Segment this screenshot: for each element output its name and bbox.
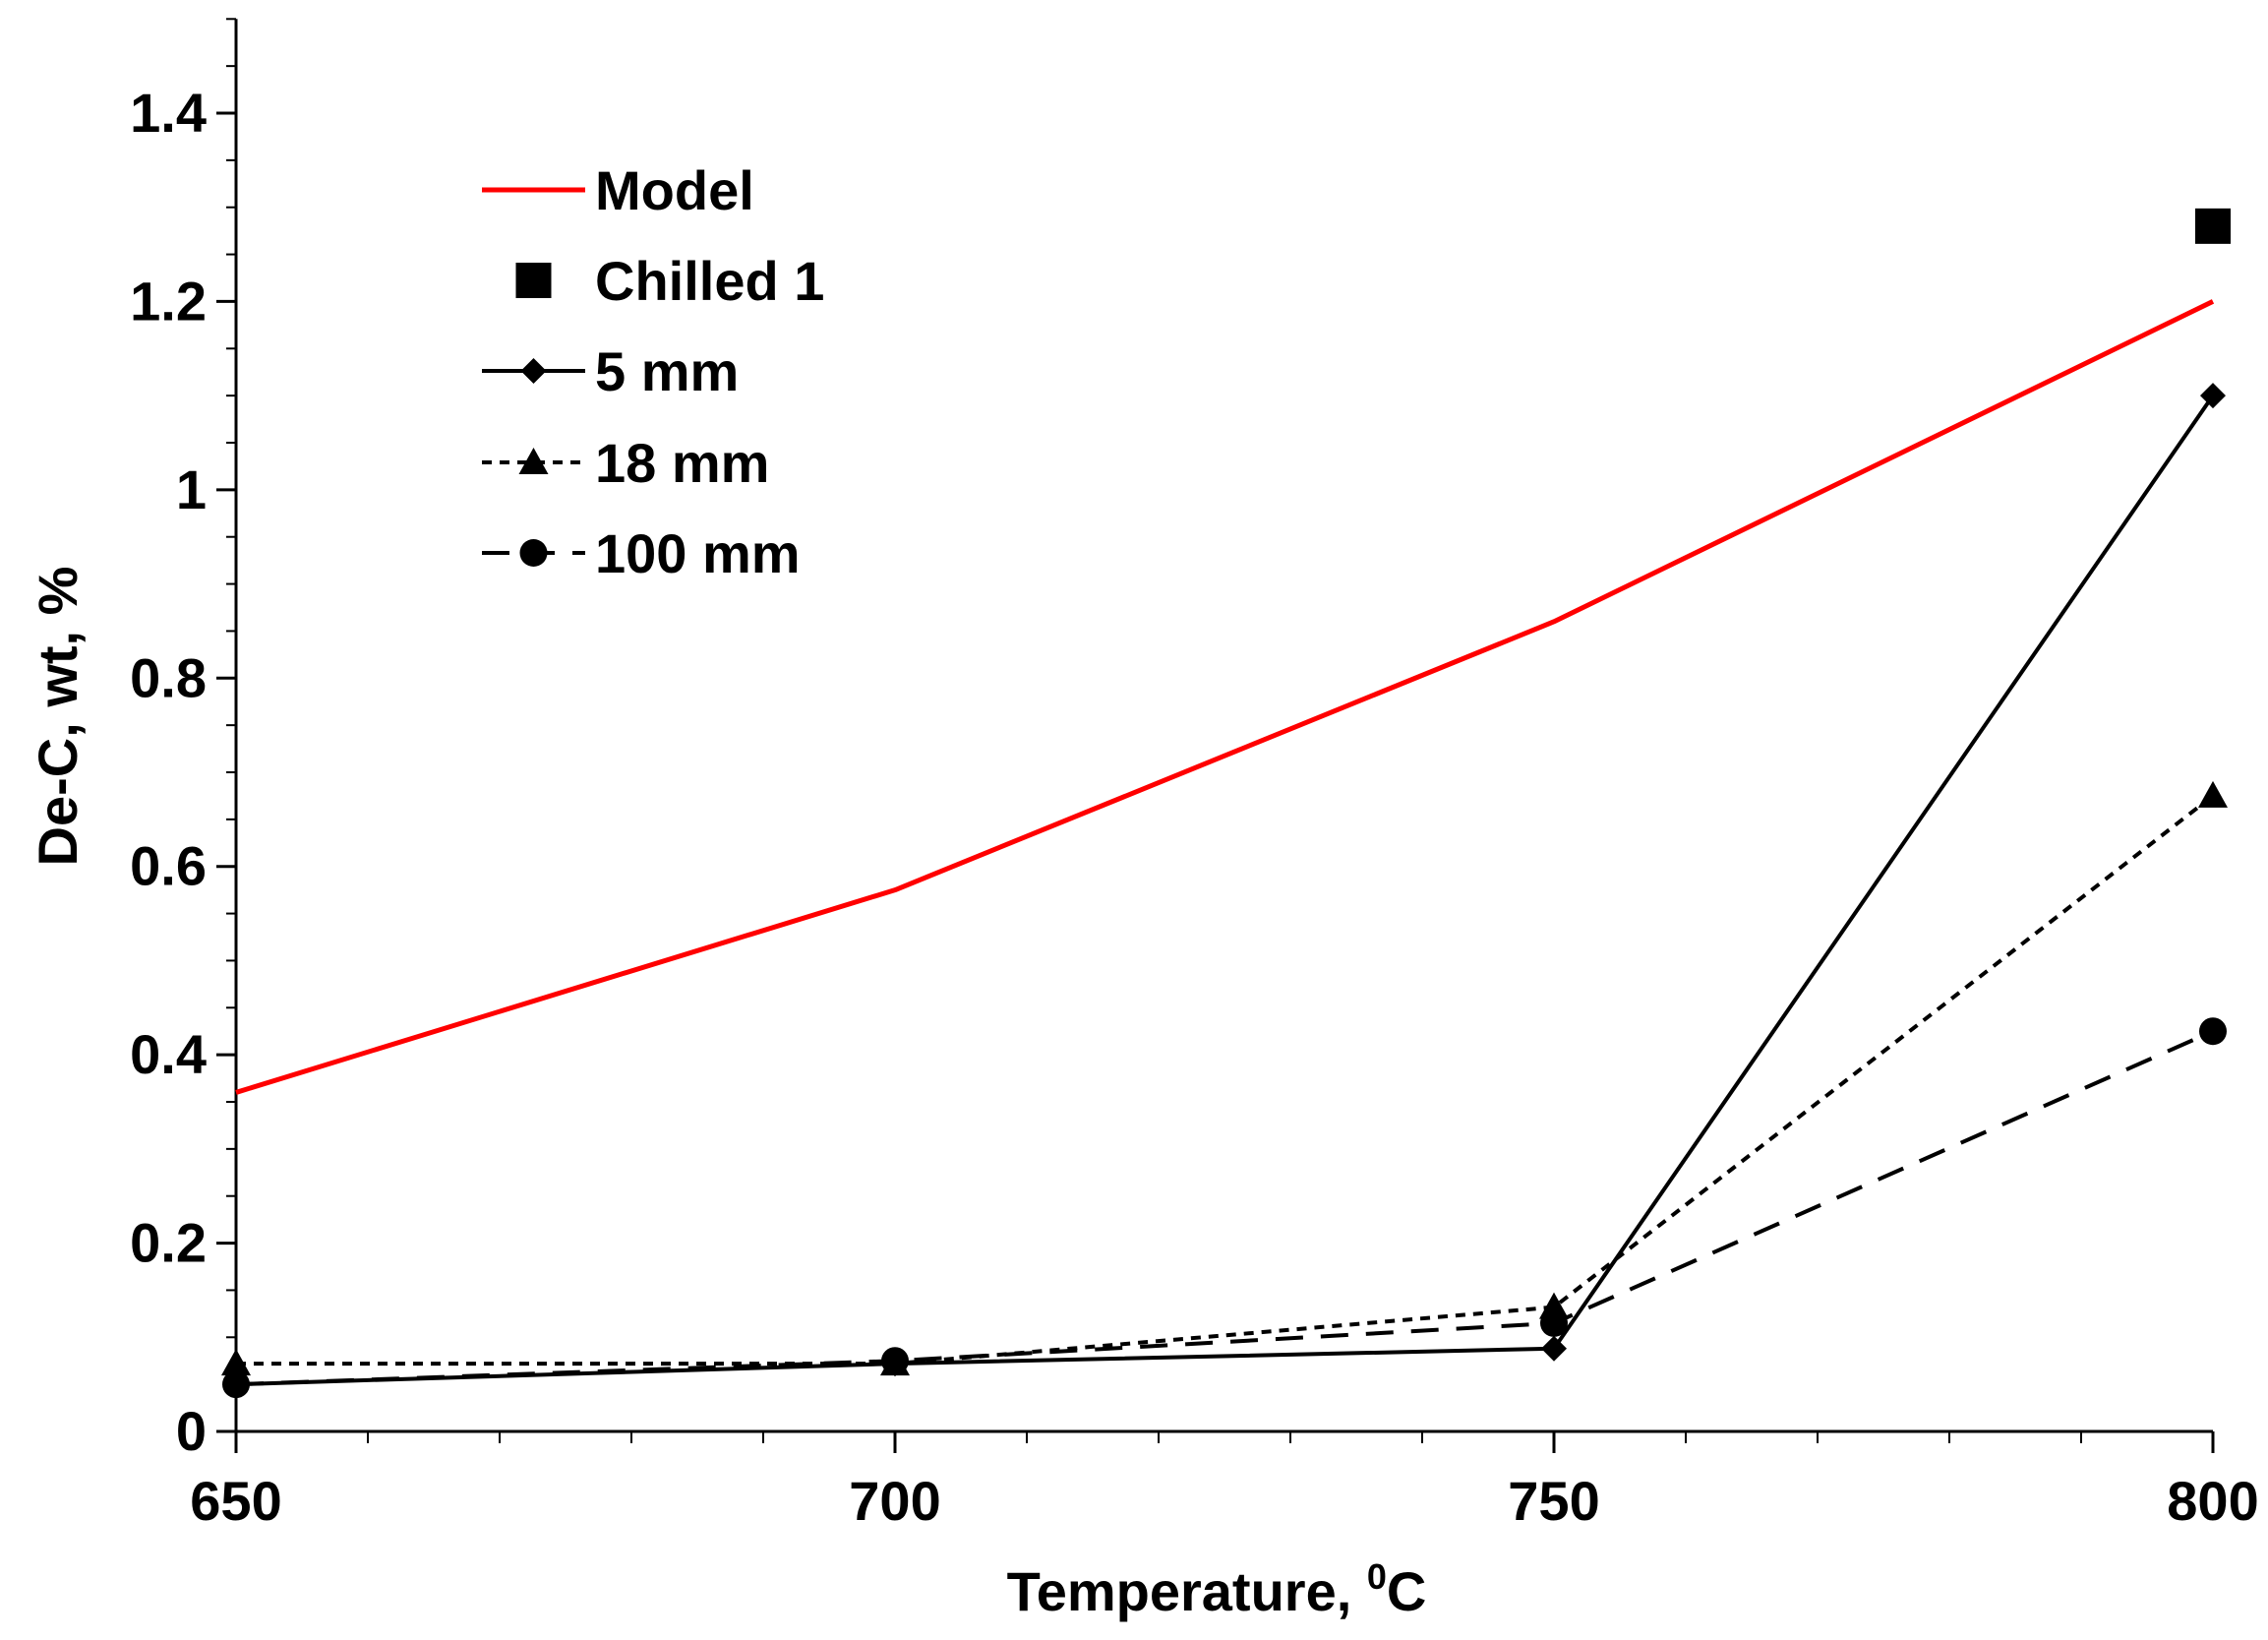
x-axis-title-unit: C bbox=[1387, 1560, 1426, 1622]
series-point-100-mm bbox=[2199, 1017, 2227, 1046]
series-line-model bbox=[235, 299, 2215, 1095]
y-tick-label: 1.4 bbox=[130, 82, 207, 144]
legend-label-model: Model bbox=[595, 159, 754, 221]
y-axis-title: De-C, wt, % bbox=[27, 567, 89, 867]
series-point-100-mm bbox=[881, 1347, 909, 1375]
y-tick-label: 0.8 bbox=[130, 646, 207, 708]
y-tick-label: 0.6 bbox=[130, 835, 207, 897]
legend-label-5-mm: 5 mm bbox=[595, 340, 739, 402]
y-tick-label: 1 bbox=[176, 458, 207, 520]
x-tick-label: 800 bbox=[2167, 1470, 2258, 1532]
x-tick-label: 750 bbox=[1508, 1470, 1599, 1532]
legend-marker-18-mm bbox=[518, 448, 549, 474]
series-line-100-mm bbox=[235, 1029, 2214, 1387]
x-axis-title: Temperature, 0C bbox=[1007, 1556, 1427, 1622]
x-axis-title-sup: 0 bbox=[1367, 1556, 1387, 1597]
series-point-100-mm bbox=[222, 1370, 250, 1399]
legend-label-18-mm: 18 mm bbox=[595, 432, 769, 494]
series-layer bbox=[221, 208, 2231, 1399]
legend-marker-100-mm bbox=[519, 539, 548, 567]
x-axis-title-text: Temperature, bbox=[1007, 1560, 1367, 1622]
legend: Model Chilled 1 5 mm 18 mm 100 mm bbox=[482, 159, 824, 584]
x-tick-label: 700 bbox=[849, 1470, 940, 1532]
series-point-5-mm bbox=[1541, 1335, 1567, 1362]
y-tick-label: 0.2 bbox=[130, 1212, 207, 1274]
legend-marker-chilled-1 bbox=[515, 263, 552, 298]
x-tick-label: 650 bbox=[190, 1470, 281, 1532]
y-tick-label: 0.4 bbox=[130, 1023, 207, 1085]
legend-label-100-mm: 100 mm bbox=[595, 522, 801, 584]
series-line-18-mm bbox=[236, 794, 2215, 1367]
series-point-100-mm bbox=[1540, 1308, 1568, 1337]
series-point-18-mm bbox=[2198, 780, 2228, 808]
series-point-5-mm bbox=[2200, 383, 2226, 409]
y-tick-label: 0 bbox=[176, 1400, 207, 1462]
series-point-chilled-1 bbox=[2195, 208, 2231, 244]
series-point-18-mm bbox=[221, 1349, 251, 1376]
legend-label-chilled-1: Chilled 1 bbox=[595, 250, 824, 312]
axes: 0 0.2 0.4 0.6 0.8 1 1.2 1.4 650 700 750 800 bbox=[130, 18, 2259, 1532]
y-tick-label: 1.2 bbox=[130, 270, 207, 332]
legend-marker-5-mm bbox=[520, 358, 547, 384]
